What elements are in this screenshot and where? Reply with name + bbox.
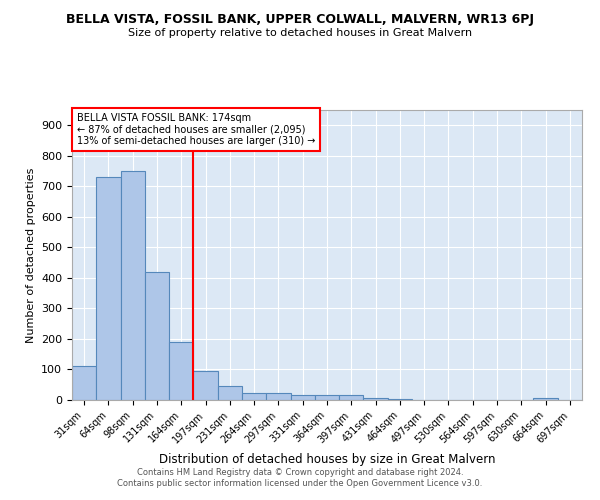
Text: Contains HM Land Registry data © Crown copyright and database right 2024.
Contai: Contains HM Land Registry data © Crown c… — [118, 468, 482, 487]
Text: Size of property relative to detached houses in Great Malvern: Size of property relative to detached ho… — [128, 28, 472, 38]
Bar — [290, 394, 315, 400]
Bar — [72, 366, 96, 400]
Bar — [218, 386, 242, 400]
Bar — [145, 272, 169, 400]
Bar — [96, 177, 121, 400]
Bar — [169, 342, 193, 400]
Bar — [242, 394, 266, 400]
Text: BELLA VISTA FOSSIL BANK: 174sqm
← 87% of detached houses are smaller (2,095)
13%: BELLA VISTA FOSSIL BANK: 174sqm ← 87% of… — [77, 113, 316, 146]
Y-axis label: Number of detached properties: Number of detached properties — [26, 168, 35, 342]
Bar — [266, 394, 290, 400]
Bar — [533, 398, 558, 400]
Text: BELLA VISTA, FOSSIL BANK, UPPER COLWALL, MALVERN, WR13 6PJ: BELLA VISTA, FOSSIL BANK, UPPER COLWALL,… — [66, 12, 534, 26]
X-axis label: Distribution of detached houses by size in Great Malvern: Distribution of detached houses by size … — [159, 453, 495, 466]
Bar — [193, 371, 218, 400]
Bar — [315, 396, 339, 400]
Bar — [339, 394, 364, 400]
Bar — [364, 398, 388, 400]
Bar — [121, 171, 145, 400]
